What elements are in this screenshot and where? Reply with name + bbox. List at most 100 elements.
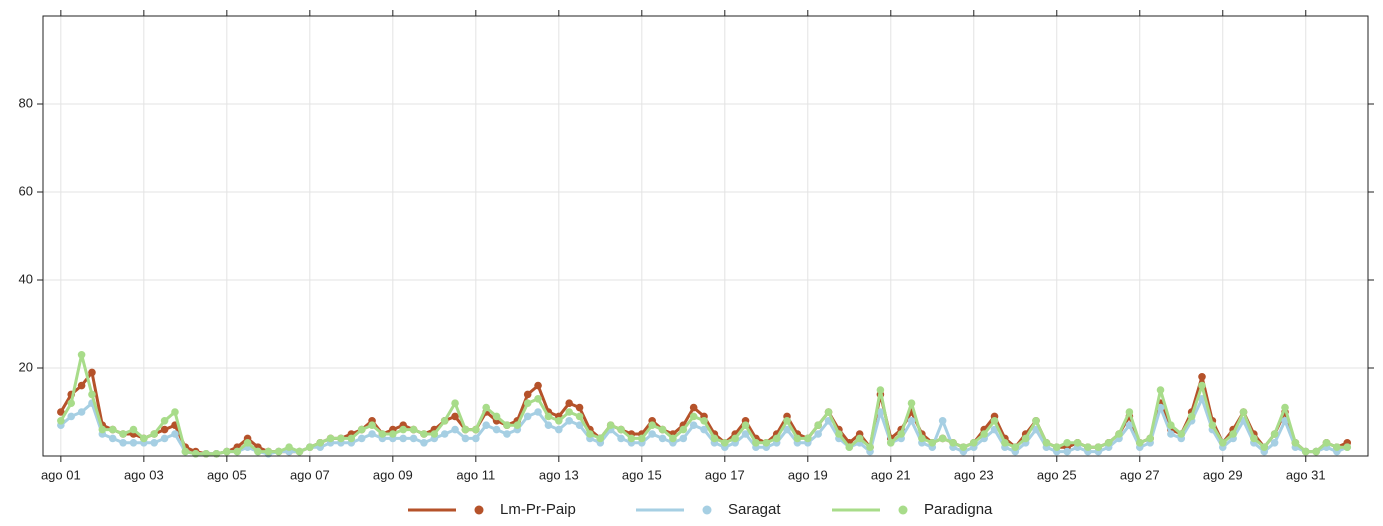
data-point bbox=[1167, 430, 1175, 438]
data-point bbox=[1239, 408, 1248, 416]
data-point bbox=[1260, 443, 1269, 452]
data-point bbox=[119, 439, 127, 447]
data-point bbox=[783, 417, 791, 425]
data-point bbox=[772, 434, 781, 443]
data-point bbox=[938, 417, 947, 425]
data-point bbox=[534, 395, 542, 403]
data-point bbox=[77, 408, 86, 416]
data-point bbox=[679, 434, 688, 443]
plot-area bbox=[57, 351, 1352, 458]
data-point bbox=[1250, 434, 1258, 443]
data-point bbox=[129, 439, 138, 447]
data-point bbox=[1167, 421, 1175, 430]
data-point bbox=[710, 434, 719, 443]
data-point bbox=[1001, 439, 1009, 447]
data-point bbox=[793, 434, 802, 443]
data-point bbox=[803, 434, 812, 443]
data-point bbox=[1125, 408, 1134, 416]
data-point bbox=[886, 439, 895, 447]
data-point bbox=[1104, 439, 1113, 447]
data-point bbox=[627, 434, 636, 443]
data-point bbox=[762, 439, 771, 447]
data-point bbox=[326, 434, 335, 443]
x-tick-label: ago 23 bbox=[954, 467, 994, 482]
data-point bbox=[306, 443, 314, 452]
data-point bbox=[1333, 443, 1341, 452]
data-point bbox=[783, 425, 791, 434]
data-point bbox=[897, 430, 905, 438]
data-point bbox=[77, 381, 86, 390]
data-point bbox=[638, 434, 646, 443]
data-point bbox=[700, 417, 708, 425]
x-tick-label: ago 09 bbox=[373, 467, 413, 482]
data-point bbox=[274, 447, 283, 456]
data-point bbox=[461, 425, 470, 434]
data-point bbox=[233, 447, 242, 456]
data-point bbox=[108, 425, 117, 434]
data-point bbox=[658, 434, 667, 443]
data-point bbox=[565, 399, 573, 408]
data-point bbox=[409, 425, 418, 434]
data-point bbox=[669, 434, 677, 443]
data-point bbox=[617, 425, 625, 434]
data-point bbox=[534, 381, 542, 390]
data-point bbox=[596, 434, 605, 443]
data-point bbox=[77, 351, 86, 359]
data-point bbox=[565, 408, 573, 416]
data-point bbox=[959, 443, 968, 452]
data-point bbox=[88, 390, 96, 399]
data-point bbox=[430, 430, 439, 438]
x-tick-label: ago 25 bbox=[1037, 467, 1077, 482]
data-point bbox=[835, 430, 843, 438]
legend-label: Saragat bbox=[728, 501, 781, 518]
data-point bbox=[337, 434, 345, 443]
series-line bbox=[59, 353, 1348, 456]
legend-marker bbox=[474, 505, 484, 515]
data-point bbox=[1063, 439, 1071, 447]
data-point bbox=[689, 421, 698, 430]
data-point bbox=[420, 430, 428, 438]
data-point bbox=[513, 421, 522, 430]
data-point bbox=[1073, 439, 1082, 447]
data-point bbox=[544, 412, 553, 421]
x-tick-label: ago 29 bbox=[1203, 467, 1243, 482]
data-point bbox=[1270, 439, 1279, 447]
data-point bbox=[523, 399, 532, 408]
data-point bbox=[648, 421, 656, 430]
data-point bbox=[472, 425, 480, 434]
x-tick-label: ago 13 bbox=[539, 467, 579, 482]
y-tick-label: 60 bbox=[19, 183, 33, 198]
data-point bbox=[171, 430, 179, 438]
data-point bbox=[658, 425, 667, 434]
data-point bbox=[555, 425, 563, 434]
data-point bbox=[752, 439, 760, 447]
data-point bbox=[119, 430, 127, 438]
data-point bbox=[980, 430, 988, 438]
data-point bbox=[264, 447, 273, 456]
data-point bbox=[523, 390, 532, 399]
x-tick-label: ago 15 bbox=[622, 467, 662, 482]
data-point bbox=[1063, 447, 1071, 456]
data-point bbox=[1281, 403, 1289, 412]
data-point bbox=[1312, 447, 1320, 456]
data-point bbox=[472, 434, 480, 443]
data-point bbox=[575, 403, 584, 412]
data-point bbox=[451, 425, 459, 434]
data-point bbox=[140, 434, 148, 443]
data-point bbox=[399, 434, 407, 443]
x-tick-label: ago 31 bbox=[1286, 467, 1326, 482]
x-tick-label: ago 21 bbox=[871, 467, 911, 482]
data-point bbox=[845, 443, 854, 452]
y-tick-label: 40 bbox=[19, 271, 33, 286]
data-point bbox=[555, 417, 563, 425]
data-point bbox=[316, 439, 325, 447]
data-point bbox=[160, 425, 169, 434]
data-point bbox=[990, 417, 999, 425]
data-point bbox=[1021, 434, 1030, 443]
data-point bbox=[575, 421, 584, 430]
data-point bbox=[399, 425, 407, 434]
x-tick-label: ago 05 bbox=[207, 467, 247, 482]
data-point bbox=[938, 434, 947, 443]
x-tick-label: ago 07 bbox=[290, 467, 330, 482]
x-tick-label: ago 03 bbox=[124, 467, 164, 482]
